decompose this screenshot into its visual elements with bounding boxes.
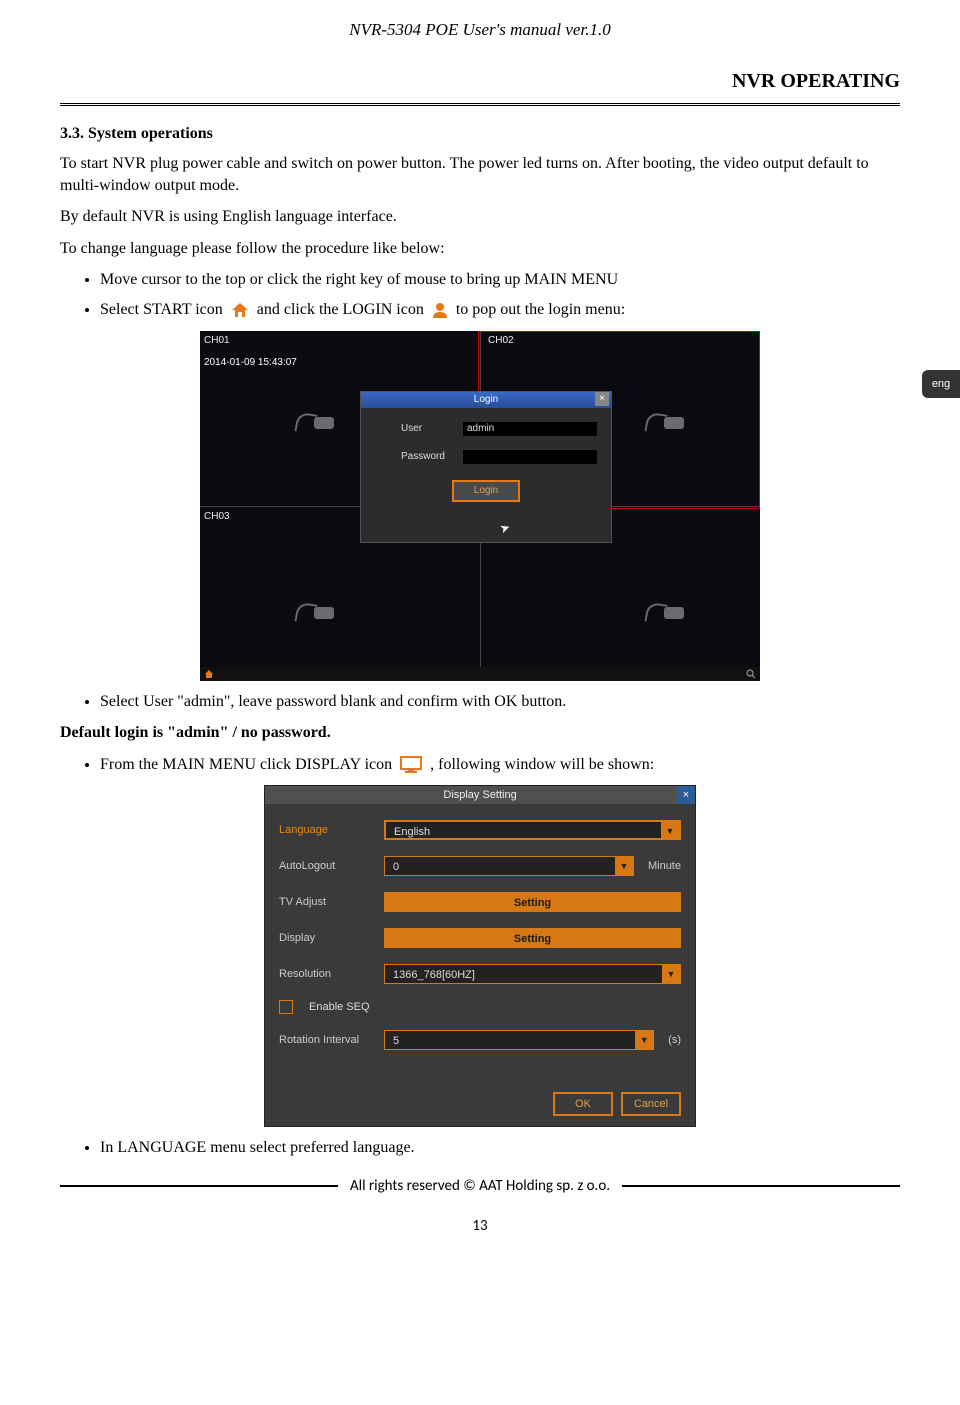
login-title-text: Login <box>474 394 498 405</box>
rotation-dropdown[interactable]: 5 ▼ <box>384 1030 654 1050</box>
paragraph-default-lang: By default NVR is using English language… <box>60 206 900 228</box>
paragraph-change-lang: To change language please follow the pro… <box>60 238 900 260</box>
camera-icon <box>280 601 340 629</box>
tvadjust-label: TV Adjust <box>279 896 374 908</box>
page-number: 13 <box>60 1217 900 1235</box>
resolution-row: Resolution 1366_768[60HZ] ▼ <box>265 964 695 984</box>
home-icon[interactable] <box>204 669 214 679</box>
camera-icon <box>280 411 340 439</box>
autologout-row: AutoLogout 0 ▼ Minute <box>265 856 695 876</box>
resolution-value: 1366_768[60HZ] <box>393 969 475 981</box>
display-monitor-icon <box>400 756 422 774</box>
user-label: User <box>401 423 455 434</box>
bullet-select-admin: Select User "admin", leave password blan… <box>100 691 900 713</box>
bottom-toolbar <box>200 667 760 681</box>
login-button[interactable]: Login <box>452 480 520 502</box>
rotation-value: 5 <box>393 1035 399 1047</box>
autologout-unit: Minute <box>648 860 681 872</box>
camera-icon <box>630 411 690 439</box>
chevron-down-icon[interactable]: ▼ <box>635 1031 653 1049</box>
bullet-select-language: In LANGUAGE menu select preferred langua… <box>100 1137 900 1159</box>
eng-language-tab[interactable]: eng <box>922 370 960 398</box>
autologout-dropdown[interactable]: 0 ▼ <box>384 856 634 876</box>
rotation-label: Rotation Interval <box>279 1034 374 1046</box>
display-setting-titlebar: Display Setting × <box>265 786 695 804</box>
ch03-label: CH03 <box>204 511 230 522</box>
enableseq-checkbox[interactable] <box>279 1000 293 1014</box>
bullet-main-menu: Move cursor to the top or click the righ… <box>100 269 900 291</box>
language-row: Language English ▼ <box>265 820 695 840</box>
footer: All rights reserved © AAT Holding sp. z … <box>60 1177 900 1195</box>
start-house-icon <box>231 302 249 318</box>
ok-button[interactable]: OK <box>553 1092 613 1116</box>
cancel-button[interactable]: Cancel <box>621 1092 681 1116</box>
enableseq-label: Enable SEQ <box>309 1001 370 1013</box>
autologout-value: 0 <box>393 861 399 873</box>
doc-title: NVR-5304 POE User's manual ver.1.0 <box>60 20 900 40</box>
section-heading: NVR OPERATING <box>60 70 900 93</box>
chevron-down-icon[interactable]: ▼ <box>662 965 680 983</box>
ch01-label: CH01 <box>204 335 230 346</box>
datetime-label: 2014-01-09 15:43:07 <box>204 357 297 368</box>
close-icon[interactable]: × <box>595 392 609 406</box>
resolution-dropdown[interactable]: 1366_768[60HZ] ▼ <box>384 964 681 984</box>
search-icon[interactable] <box>746 669 756 679</box>
tvadjust-setting-button[interactable]: Setting <box>384 892 681 912</box>
bullet-start-text-b: and click the LOGIN icon <box>257 301 428 318</box>
password-label: Password <box>401 451 455 462</box>
language-dropdown[interactable]: English ▼ <box>384 820 681 840</box>
paragraph-intro: To start NVR plug power cable and switch… <box>60 153 900 196</box>
camera-icon <box>630 601 690 629</box>
bullet-display-icon: From the MAIN MENU click DISPLAY icon , … <box>100 754 900 776</box>
footer-copyright: All rights reserved © AAT Holding sp. z … <box>350 1177 610 1195</box>
bullet-display-text-a: From the MAIN MENU click DISPLAY icon <box>100 756 396 773</box>
user-field[interactable]: admin <box>463 422 597 436</box>
display-setting-title: Display Setting <box>443 789 516 801</box>
bullet-start-text-c: to pop out the login menu: <box>456 301 625 318</box>
login-dialog-title: Login × <box>361 392 611 408</box>
rotation-row: Rotation Interval 5 ▼ (s) <box>265 1030 695 1050</box>
login-dialog: Login × User admin Password Login <box>360 391 612 543</box>
enableseq-row: Enable SEQ <box>265 1000 695 1014</box>
autologout-label: AutoLogout <box>279 860 374 872</box>
default-login-note: Default login is "admin" / no password. <box>60 722 900 744</box>
display-setting-button[interactable]: Setting <box>384 928 681 948</box>
bullet-start-text-a: Select START icon <box>100 301 227 318</box>
language-value: English <box>394 826 430 838</box>
ch02-label: CH02 <box>488 335 514 346</box>
tvadjust-row: TV Adjust Setting <box>265 892 695 912</box>
display-setting-screenshot: Display Setting × Language English ▼ Aut… <box>264 785 696 1127</box>
bullet-start-login: Select START icon and click the LOGIN ic… <box>100 299 900 321</box>
close-icon[interactable]: × <box>677 786 695 804</box>
password-field[interactable] <box>463 450 597 464</box>
login-user-icon <box>432 302 448 318</box>
rotation-unit: (s) <box>668 1034 681 1046</box>
display-row: Display Setting <box>265 928 695 948</box>
resolution-label: Resolution <box>279 968 374 980</box>
bullet-display-text-b: , following window will be shown: <box>430 756 654 773</box>
chevron-down-icon[interactable]: ▼ <box>661 822 679 840</box>
language-label: Language <box>279 824 374 836</box>
login-screenshot: CH01 CH02 CH03 2014-01-09 15:43:07 Login… <box>200 331 760 681</box>
section-rule <box>60 103 900 109</box>
display-label: Display <box>279 932 374 944</box>
subsection-title: 3.3. System operations <box>60 125 900 143</box>
chevron-down-icon[interactable]: ▼ <box>615 857 633 875</box>
